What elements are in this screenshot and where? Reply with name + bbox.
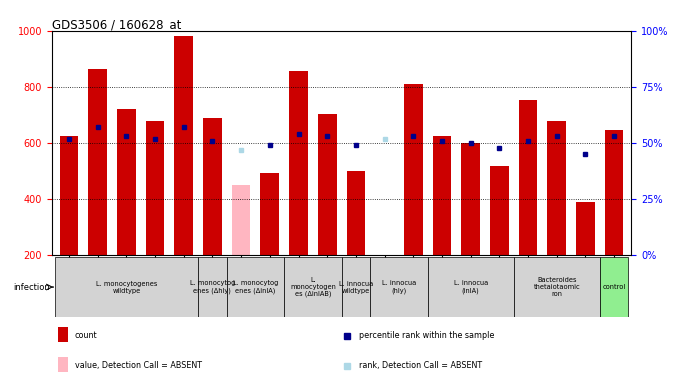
Text: Bacteroides
thetaiotaomic
ron: Bacteroides thetaiotaomic ron <box>533 277 580 297</box>
Bar <box>261 172 279 255</box>
Text: control: control <box>602 284 626 290</box>
Text: count: count <box>75 331 97 341</box>
Text: value, Detection Call = ABSENT: value, Detection Call = ABSENT <box>75 361 202 370</box>
Bar <box>232 185 250 255</box>
Bar <box>462 143 480 255</box>
Text: L. innocua
wildtype: L. innocua wildtype <box>339 281 373 293</box>
Bar <box>428 257 514 317</box>
Bar <box>289 71 308 255</box>
Bar <box>519 99 538 255</box>
Text: percentile rank within the sample: percentile rank within the sample <box>359 331 494 341</box>
Bar <box>547 121 566 255</box>
Bar <box>490 166 509 255</box>
Text: L. innocua
(inlA): L. innocua (inlA) <box>453 280 488 294</box>
Bar <box>198 257 227 317</box>
Bar <box>227 257 284 317</box>
Bar <box>284 257 342 317</box>
Bar <box>59 136 78 255</box>
Bar <box>88 69 107 255</box>
Text: L. monocytog
enes (ΔinlA): L. monocytog enes (ΔinlA) <box>233 280 278 294</box>
Text: rank, Detection Call = ABSENT: rank, Detection Call = ABSENT <box>359 361 482 370</box>
Bar <box>514 257 600 317</box>
Bar <box>433 136 451 255</box>
Bar <box>55 257 198 317</box>
Text: L. monocytog
enes (Δhly): L. monocytog enes (Δhly) <box>190 280 235 294</box>
Bar <box>57 357 68 372</box>
Text: infection: infection <box>14 283 50 291</box>
Bar <box>346 171 365 255</box>
Bar <box>117 109 136 255</box>
Text: GDS3506 / 160628_at: GDS3506 / 160628_at <box>52 18 181 31</box>
Bar <box>146 121 164 255</box>
Text: L. monocytogenes
wildtype: L. monocytogenes wildtype <box>96 281 157 293</box>
Bar <box>57 328 68 343</box>
Bar <box>342 257 371 317</box>
Bar <box>576 202 595 255</box>
Bar <box>318 114 337 255</box>
Bar <box>600 257 629 317</box>
Bar <box>371 257 428 317</box>
Bar <box>605 131 624 255</box>
Text: L. innocua
(hly): L. innocua (hly) <box>382 280 416 294</box>
Bar <box>404 84 422 255</box>
Text: L.
monocytogen
es (ΔinlAB): L. monocytogen es (ΔinlAB) <box>290 277 336 297</box>
Bar <box>203 118 221 255</box>
Bar <box>175 36 193 255</box>
